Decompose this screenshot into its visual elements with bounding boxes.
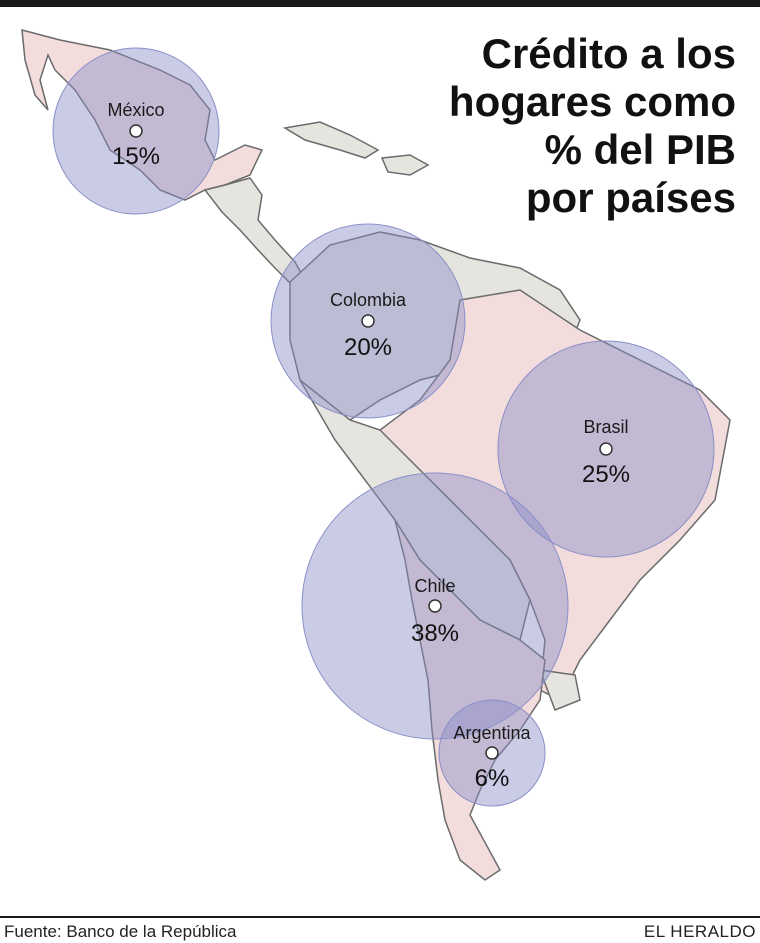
marker-brasil bbox=[599, 442, 613, 456]
title-line-1: Crédito a los bbox=[481, 30, 736, 77]
uruguay-shape bbox=[538, 669, 581, 711]
footer: Fuente: Banco de la República EL HERALDO bbox=[0, 916, 760, 943]
chart-title: Crédito a los hogares como % del PIB por… bbox=[376, 30, 736, 222]
label-chile-name: Chile bbox=[414, 576, 455, 596]
top-rule bbox=[0, 0, 760, 7]
title-line-4: por países bbox=[525, 174, 736, 221]
latin-america-map: México 15% Colombia 20% Brasil 25% Chile… bbox=[21, 28, 731, 881]
caribbean-shape bbox=[282, 121, 380, 159]
label-argentina-value: 6% bbox=[475, 765, 510, 792]
marker-argentina bbox=[485, 746, 499, 760]
label-mexico-value: 15% bbox=[112, 143, 160, 170]
label-chile-value: 38% bbox=[411, 620, 459, 647]
title-line-3: % del PIB bbox=[544, 126, 736, 173]
marker-mexico bbox=[129, 124, 143, 138]
label-mexico-name: México bbox=[107, 100, 164, 120]
hispaniola-shape bbox=[380, 154, 430, 176]
brand-logo-text: EL HERALDO bbox=[643, 922, 756, 941]
label-colombia-value: 20% bbox=[344, 334, 392, 361]
title-line-2: hogares como bbox=[448, 78, 736, 125]
source-text: Fuente: Banco de la República bbox=[4, 922, 237, 941]
label-brasil-name: Brasil bbox=[583, 417, 628, 437]
label-brasil-value: 25% bbox=[582, 461, 630, 488]
marker-chile bbox=[428, 599, 442, 613]
label-argentina-name: Argentina bbox=[453, 723, 531, 743]
central-america-shape bbox=[203, 177, 307, 286]
marker-colombia bbox=[361, 314, 375, 328]
label-colombia-name: Colombia bbox=[330, 290, 407, 310]
mexico-shape bbox=[21, 28, 264, 201]
